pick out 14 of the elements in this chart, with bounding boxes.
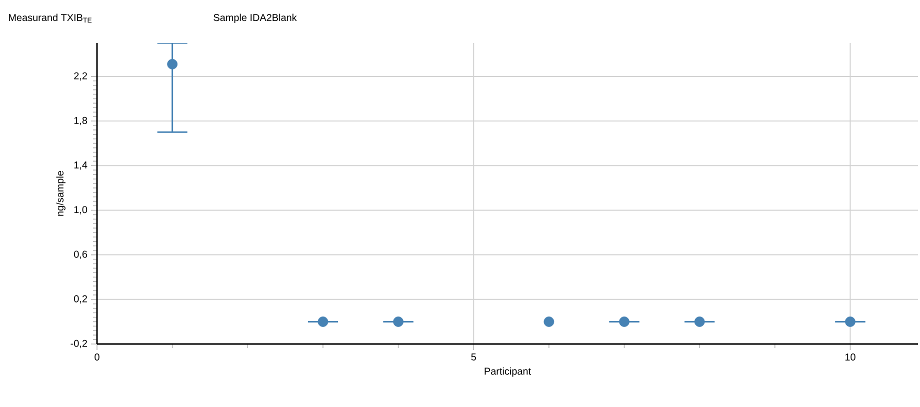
x-tick-label: 10 xyxy=(845,354,856,361)
y-tick-label: 1,4 xyxy=(74,162,88,170)
x-tick-label: 0 xyxy=(94,354,100,361)
x-axis-title: Participant xyxy=(484,367,531,377)
y-axis-title: ng/sample xyxy=(56,170,66,216)
y-tick-label: 1,8 xyxy=(74,116,88,126)
chart-subtitle: Sample IDA2Blank xyxy=(214,14,297,24)
x-tick-label: 5 xyxy=(471,354,476,360)
chart-title: Measurand TXIB$_{TE}$ xyxy=(9,14,92,22)
y-tick-label: 2,2 xyxy=(74,72,87,81)
y-tick-label: 1,0 xyxy=(74,206,88,214)
y-tick-label: 0,6 xyxy=(74,250,88,259)
y-tick-label: -0,2 xyxy=(70,340,87,348)
y-tick-label: 0,2 xyxy=(74,295,87,304)
